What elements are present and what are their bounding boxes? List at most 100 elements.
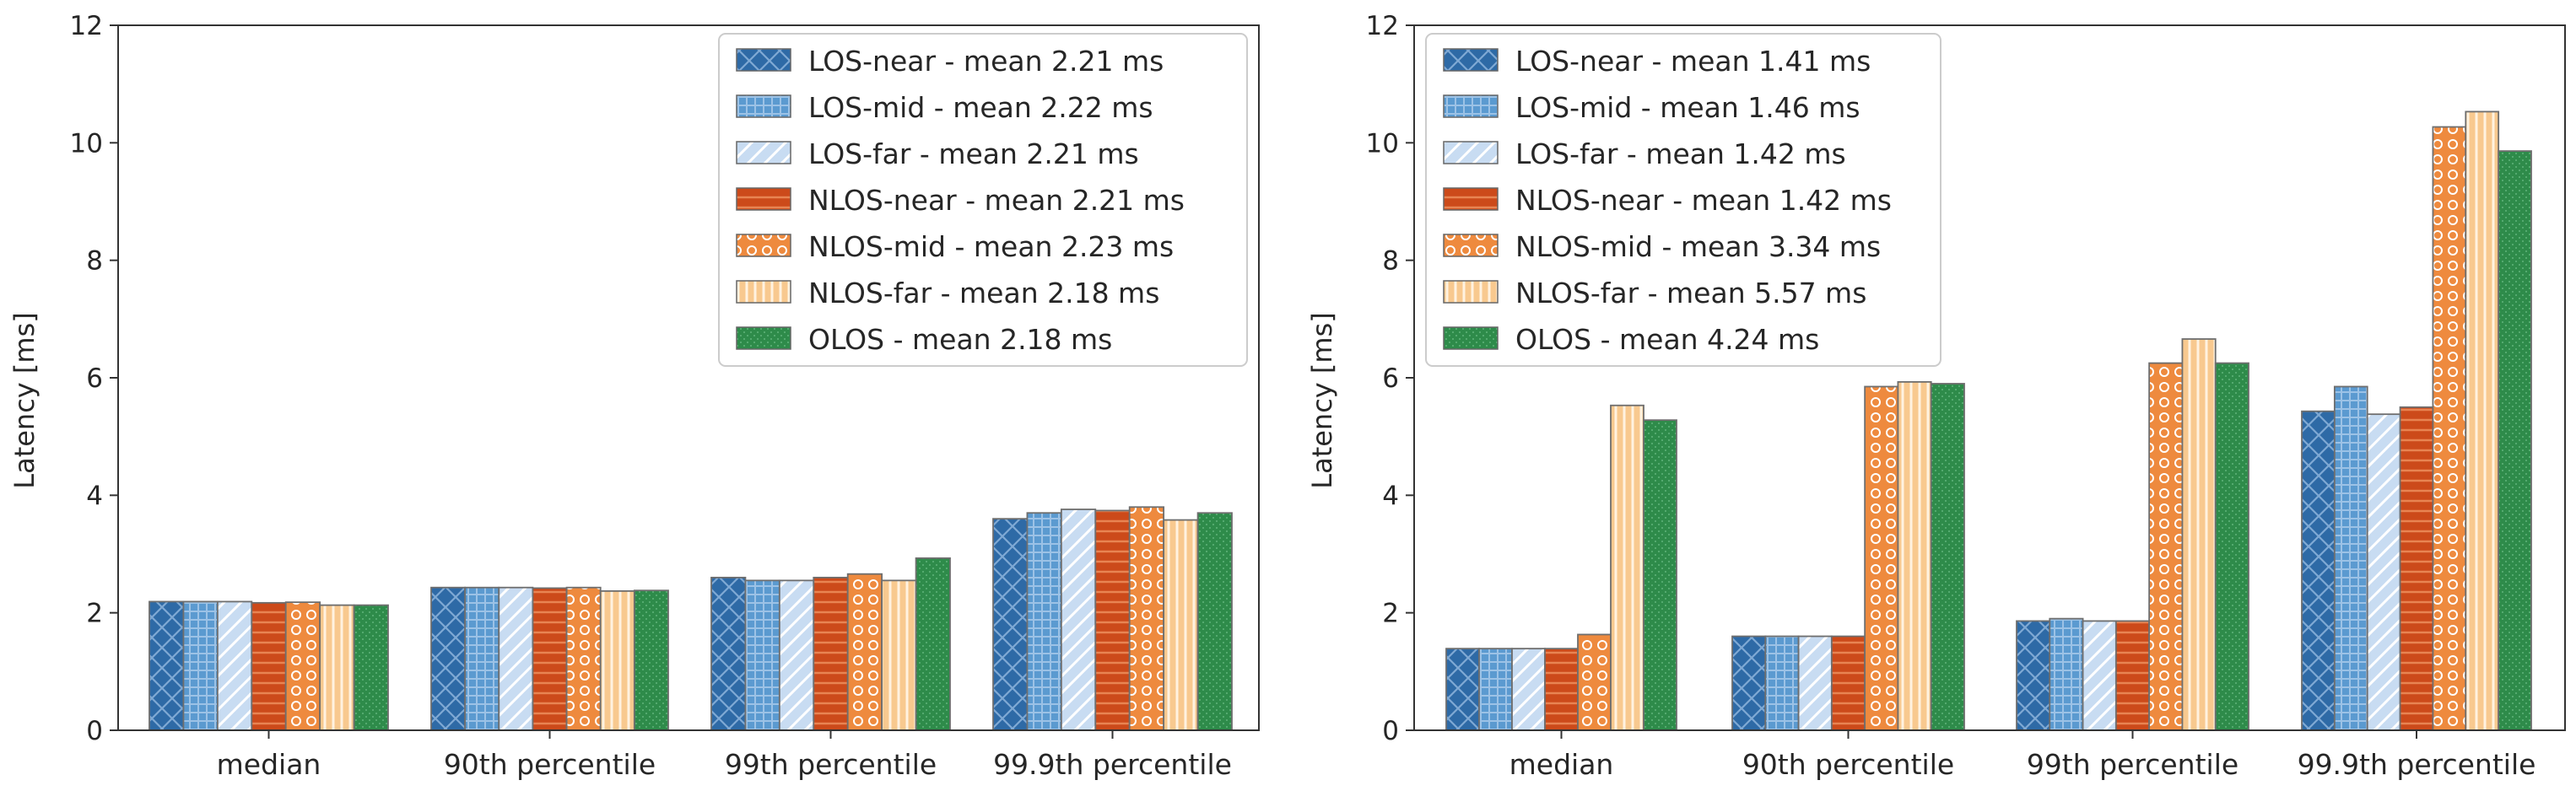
left-bar-LOS-far (498, 586, 534, 731)
left-y-tick-label: 6 (86, 363, 103, 394)
left-bar-NLOS-mid (846, 573, 883, 731)
left-legend-box (718, 33, 1248, 367)
left-chart: Latency [ms] 0 2 4 6 8 10 12 median 90th percen… (8, 11, 1260, 781)
legend-label-LOS-near: LOS-near - mean 2.21 ms (808, 45, 1164, 78)
right-bar-OLOS (2498, 150, 2532, 731)
left-y-tick-label: 2 (86, 599, 103, 629)
legend-label-NLOS-near: NLOS-near - mean 2.21 ms (808, 184, 1185, 217)
right-bar-NLOS-far (1897, 380, 1932, 731)
left-bar-NLOS-near (813, 576, 849, 731)
right-bar-NLOS-mid (2148, 362, 2184, 731)
right-bar-LOS-far (1797, 635, 1833, 731)
left-bar-LOS-far (216, 600, 253, 731)
right-y-tick-label: 2 (1382, 599, 1399, 629)
left-y-tick-label: 0 (86, 716, 103, 746)
left-x-tick-label: median (217, 748, 321, 781)
legend-swatch-NLOS-mid (1443, 234, 1499, 257)
right-x-tick-label: median (1509, 748, 1614, 781)
legend-label-LOS-far: LOS-far - mean 2.21 ms (808, 137, 1139, 170)
left-x-tick-label: 99th percentile (725, 748, 937, 781)
legend-label-LOS-mid: LOS-mid - mean 2.22 ms (808, 91, 1153, 124)
left-y-tick-label: 10 (70, 128, 103, 159)
right-y-tick-label: 12 (1366, 11, 1399, 41)
left-bar-LOS-near (992, 518, 1029, 731)
right-bar-NLOS-mid (1864, 385, 1899, 731)
right-bar-NLOS-near (1544, 648, 1579, 731)
right-y-tick-label: 10 (1366, 128, 1399, 159)
legend-label-OLOS: OLOS - mean 2.18 ms (808, 323, 1112, 356)
right-bar-OLOS (2214, 362, 2249, 731)
legend-swatch-LOS-far (1443, 141, 1499, 164)
right-bar-NLOS-far (2465, 110, 2500, 731)
right-bar-NLOS-mid (1577, 633, 1612, 731)
left-y-tick-label: 8 (86, 246, 103, 277)
right-bar-OLOS (1643, 419, 1677, 731)
legend-swatch-NLOS-far (736, 280, 791, 304)
right-bar-NLOS-far (2181, 338, 2217, 731)
legend-swatch-NLOS-near (736, 187, 791, 211)
right-bar-NLOS-mid (2432, 126, 2467, 731)
left-legend: LOS-near - mean 2.21 ms LOS-mid - mean 2… (718, 33, 1248, 367)
right-bar-NLOS-near (2399, 406, 2434, 731)
left-bar-NLOS-near (1094, 509, 1131, 731)
left-bar-NLOS-far (599, 589, 635, 731)
legend-swatch-NLOS-mid (736, 234, 791, 257)
right-x-tick-label: 90th percentile (1742, 748, 1954, 781)
left-bar-LOS-mid (182, 600, 219, 731)
right-x-tick-label: 99.9th percentile (2298, 748, 2536, 781)
right-bar-NLOS-near (2114, 620, 2151, 731)
left-bar-OLOS (915, 557, 951, 731)
left-bar-LOS-near (149, 600, 185, 731)
legend-swatch-OLOS (1443, 326, 1499, 350)
legend-swatch-NLOS-near (1443, 187, 1499, 211)
right-bar-LOS-mid (1764, 635, 1800, 731)
right-bar-OLOS (1930, 383, 1965, 731)
left-bar-OLOS (1196, 512, 1233, 731)
left-bar-NLOS-far (319, 604, 355, 731)
left-bar-NLOS-mid (1128, 506, 1165, 731)
left-y-tick-label: 12 (70, 11, 103, 41)
legend-label-LOS-near: LOS-near - mean 1.41 ms (1515, 45, 1871, 78)
legend-swatch-LOS-far (736, 141, 791, 164)
right-chart: Latency [ms] 0 2 4 6 8 10 12 median 90th percen… (1306, 11, 2566, 781)
right-bar-LOS-near (2301, 410, 2336, 731)
right-bar-LOS-far (2366, 413, 2401, 731)
right-y-tick-label: 4 (1382, 481, 1399, 511)
legend-swatch-LOS-near (736, 48, 791, 72)
legend-swatch-LOS-mid (736, 94, 791, 118)
right-bar-LOS-far (2082, 620, 2117, 731)
left-bar-OLOS (633, 589, 669, 731)
left-bar-NLOS-near (251, 601, 287, 731)
right-bar-LOS-mid (1478, 648, 1513, 731)
left-bar-LOS-mid (464, 586, 500, 731)
legend-swatch-NLOS-far (1443, 280, 1499, 304)
right-y-tick-label: 8 (1382, 246, 1399, 277)
legend-swatch-OLOS (736, 326, 791, 350)
legend-label-NLOS-near: NLOS-near - mean 1.42 ms (1515, 184, 1892, 217)
legend-label-LOS-far: LOS-far - mean 1.42 ms (1515, 137, 1846, 170)
legend-label-NLOS-mid: NLOS-mid - mean 3.34 ms (1515, 230, 1881, 263)
left-bar-NLOS-mid (565, 586, 602, 731)
right-legend: LOS-near - mean 1.41 ms LOS-mid - mean 1… (1425, 33, 1941, 367)
right-bar-NLOS-near (1830, 635, 1866, 731)
left-bar-LOS-near (430, 586, 467, 731)
right-x-tick-label: 99th percentile (2027, 748, 2238, 781)
legend-label-OLOS: OLOS - mean 4.24 ms (1515, 323, 1819, 356)
left-x-tick-label: 99.9th percentile (993, 748, 1232, 781)
left-bar-LOS-mid (1026, 512, 1062, 731)
left-bar-LOS-near (710, 576, 747, 731)
legend-label-NLOS-far: NLOS-far - mean 2.18 ms (808, 277, 1159, 309)
legend-swatch-LOS-mid (1443, 94, 1499, 118)
right-bar-LOS-near (2016, 620, 2051, 731)
legend-label-NLOS-mid: NLOS-mid - mean 2.23 ms (808, 230, 1174, 263)
left-bar-NLOS-far (1163, 519, 1199, 731)
left-y-axis-label: Latency [ms] (8, 312, 41, 488)
right-bar-NLOS-far (1610, 404, 1644, 731)
left-y-tick-label: 4 (86, 481, 103, 511)
left-x-tick-label: 90th percentile (444, 748, 656, 781)
legend-label-LOS-mid: LOS-mid - mean 1.46 ms (1515, 91, 1860, 124)
left-plot-frame (117, 24, 1260, 731)
left-bar-LOS-far (1060, 508, 1097, 731)
legend-label-NLOS-far: NLOS-far - mean 5.57 ms (1515, 277, 1866, 309)
